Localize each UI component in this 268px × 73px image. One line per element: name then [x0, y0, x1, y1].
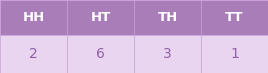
Bar	[67, 0, 134, 35]
Text: 2: 2	[29, 47, 38, 61]
Bar	[134, 0, 201, 35]
Text: 1: 1	[230, 47, 239, 61]
Text: HT: HT	[90, 11, 111, 24]
Text: 3: 3	[163, 47, 172, 61]
Text: 6: 6	[96, 47, 105, 61]
Bar	[134, 35, 201, 73]
Bar	[0, 35, 67, 73]
Bar	[0, 0, 67, 35]
Bar	[201, 35, 268, 73]
Text: TH: TH	[157, 11, 178, 24]
Bar	[201, 0, 268, 35]
Bar	[67, 35, 134, 73]
Text: TT: TT	[225, 11, 244, 24]
Text: HH: HH	[22, 11, 45, 24]
